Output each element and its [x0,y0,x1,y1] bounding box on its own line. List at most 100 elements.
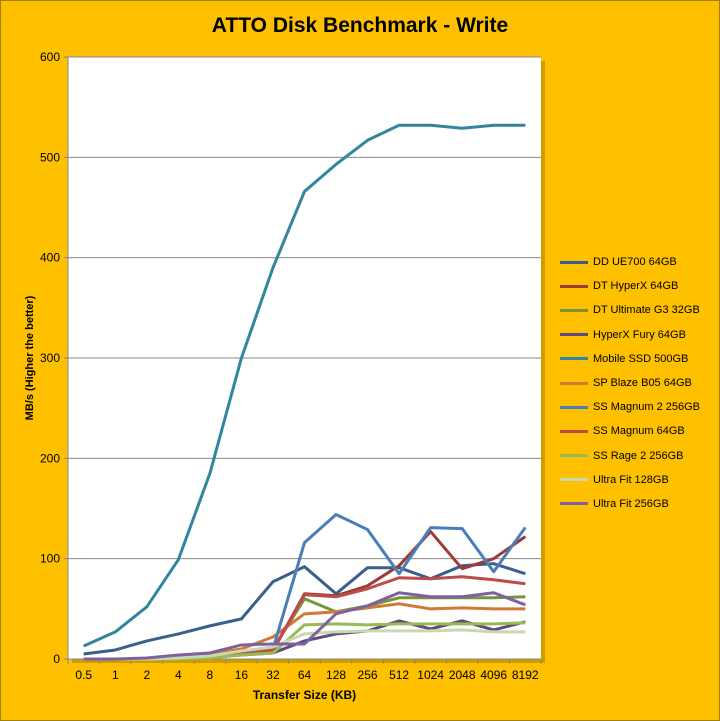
data-point [524,573,526,575]
legend-item: Ultra Fit 256GB [560,492,700,516]
data-point [367,529,369,531]
legend-swatch [560,502,588,506]
data-point [461,629,463,631]
data-point [398,597,400,599]
x-tick-label: 256 [358,668,378,682]
legend-label: DD UE700 64GB [593,256,677,269]
x-tick-label: 2048 [449,668,476,682]
data-point [335,611,337,613]
data-point [335,514,337,516]
x-tick-label: 4 [175,668,182,682]
data-point [335,593,337,595]
data-point [209,657,211,659]
data-point [272,649,274,651]
data-point [209,652,211,654]
legend-swatch [560,260,588,264]
legend-label: SS Magnum 64GB [593,425,685,438]
legend-item: SP Blaze B05 64GB [560,371,700,395]
x-tick-label: 32 [266,668,280,682]
data-point [304,542,305,544]
data-point [335,613,337,615]
legend-label: Ultra Fit 256GB [593,497,669,510]
legend: DD UE700 64GB DT HyperX 64GB DT Ultimate G… [560,250,700,516]
x-tick-label: 8192 [512,668,539,682]
data-point [524,527,526,529]
data-point [304,643,305,645]
data-point [398,577,400,579]
legend-item: SS Magnum 2 256GB [560,395,700,419]
data-point [398,630,400,632]
legend-swatch [560,454,588,458]
data-point [240,650,242,652]
data-point [461,576,463,578]
data-point [367,605,369,607]
data-point [430,628,432,630]
data-point [367,624,369,626]
data-point [177,633,179,635]
data-point [461,620,463,622]
legend-item: SS Rage 2 256GB [560,444,700,468]
data-point [461,528,463,530]
data-point [177,654,179,656]
data-point [240,357,242,359]
data-point [493,608,495,610]
data-point [430,596,432,598]
x-tick-label: 2 [143,668,150,682]
chart-title: ATTO Disk Benchmark - Write [211,14,509,37]
data-point [335,596,337,598]
legend-label: DT HyperX 64GB [593,280,679,293]
legend-label: Mobile SSD 500GB [593,352,689,365]
data-point [398,565,400,567]
data-point [114,649,116,651]
data-point [493,579,495,581]
legend-label: HyperX Fury 64GB [593,328,686,341]
data-point [240,618,242,620]
x-axis-title: Transfer Size (KB) [253,688,356,702]
legend-label: Ultra Fit 128GB [593,473,669,486]
data-point [367,567,369,569]
data-point [493,629,495,631]
data-point [493,558,495,560]
data-point [335,631,337,633]
data-point [461,127,463,129]
data-point [146,640,148,642]
data-point [524,622,526,624]
legend-item: DD UE700 64GB [560,250,700,274]
data-point [493,592,495,594]
data-point [524,583,526,585]
data-point [430,531,432,533]
data-point [493,124,495,126]
data-point [114,658,116,660]
data-point [398,623,400,625]
legend-swatch [560,381,588,385]
data-point [114,631,116,633]
legend-swatch [560,478,588,482]
y-tick-label: 0 [53,652,60,666]
y-axis-title: MB/s (Higher the better) [24,295,36,420]
data-point [335,623,337,625]
y-tick-label: 300 [40,351,60,365]
legend-label: SS Rage 2 256GB [593,449,684,462]
legend-item: DT HyperX 64GB [560,274,700,298]
data-point [304,640,305,642]
data-point [304,633,305,635]
data-point [304,598,305,600]
legend-swatch [560,405,588,409]
data-point [430,124,432,126]
y-tick-label: 600 [40,50,60,64]
data-point [272,581,274,583]
legend-label: DT Ultimate G3 32GB [593,304,700,317]
data-point [493,623,495,625]
data-point [272,267,274,269]
data-point [493,563,495,565]
data-point [304,624,305,626]
y-tick-label: 200 [40,451,60,465]
data-point [461,607,463,609]
data-point [461,565,463,567]
x-tick-label: 1 [112,668,119,682]
data-point [240,644,242,646]
data-point [524,536,526,538]
data-point [493,631,495,633]
x-tick-label: 8 [207,668,214,682]
